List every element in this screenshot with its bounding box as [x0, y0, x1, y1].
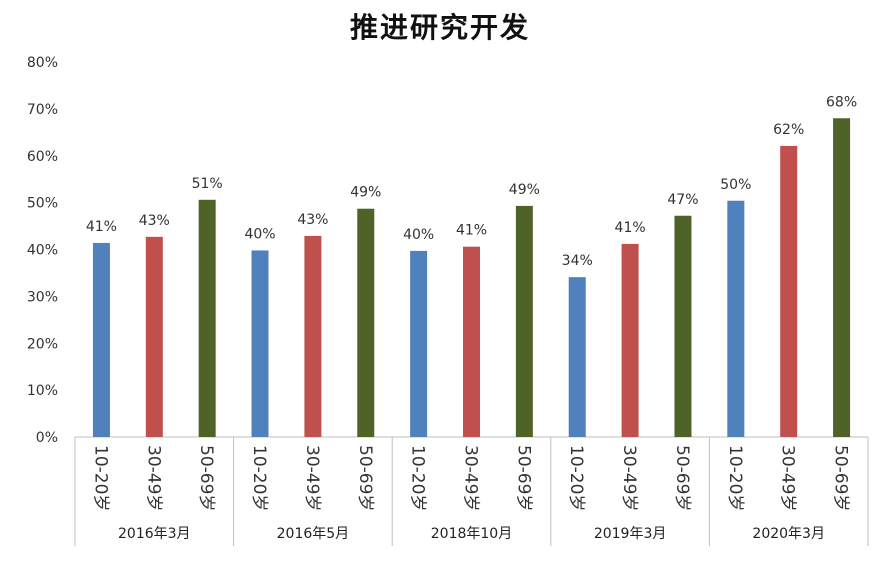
data-label: 34%: [562, 253, 593, 269]
category-label: 30-49岁: [143, 445, 163, 511]
bar: [251, 250, 269, 437]
y-tick-label: 50%: [27, 196, 58, 212]
y-tick-label: 70%: [27, 102, 58, 118]
category-label: 10-20岁: [566, 445, 586, 511]
data-label: 49%: [509, 182, 540, 198]
y-tick-label: 60%: [27, 149, 58, 165]
bar: [621, 243, 639, 437]
group-label: 2016年3月: [118, 526, 191, 542]
category-label: 50-69岁: [196, 445, 216, 511]
bar: [833, 118, 851, 437]
bar: [145, 236, 163, 437]
data-label: 41%: [615, 220, 646, 236]
bar: [727, 200, 745, 437]
data-label: 47%: [667, 192, 698, 208]
bar: [410, 250, 428, 437]
y-tick-label: 20%: [27, 336, 58, 352]
category-label: 10-20岁: [408, 445, 428, 511]
y-tick-label: 10%: [27, 383, 58, 399]
bar: [463, 246, 480, 437]
category-label: 10-20岁: [725, 445, 745, 511]
y-tick-label: 0%: [36, 430, 58, 446]
data-label: 41%: [456, 223, 487, 239]
group-label: 2018年10月: [431, 526, 512, 542]
data-label: 49%: [350, 185, 381, 201]
bar: [198, 199, 216, 437]
data-label: 40%: [403, 227, 434, 243]
bar: [515, 205, 533, 437]
bar: [674, 215, 692, 437]
category-label: 30-49岁: [302, 445, 322, 511]
data-label: 62%: [773, 122, 804, 138]
group-label: 2019年3月: [594, 526, 667, 542]
bar: [780, 145, 798, 437]
data-label: 51%: [192, 176, 223, 192]
category-label: 30-49岁: [778, 445, 798, 511]
bar: [357, 208, 375, 437]
data-label: 40%: [244, 226, 275, 242]
category-label: 50-69岁: [672, 445, 692, 511]
chart-title: 推进研究开发: [349, 11, 530, 44]
category-label: 50-69岁: [513, 445, 533, 511]
category-label: 30-49岁: [461, 445, 481, 511]
category-label: 30-49岁: [619, 445, 639, 511]
bar: [304, 235, 322, 437]
data-label: 43%: [297, 212, 328, 228]
data-label: 41%: [86, 219, 117, 235]
y-tick-label: 40%: [27, 243, 58, 259]
category-label: 50-69岁: [831, 445, 851, 511]
data-label: 43%: [139, 213, 170, 229]
category-label: 10-20岁: [90, 445, 110, 511]
group-label: 2016年5月: [277, 526, 350, 542]
group-label: 2020年3月: [752, 526, 825, 542]
category-label: 50-69岁: [355, 445, 375, 511]
bar: [568, 277, 586, 437]
data-label: 50%: [720, 177, 751, 193]
data-label: 68%: [826, 94, 857, 110]
category-label: 10-20岁: [249, 445, 269, 511]
bar: [92, 242, 110, 437]
y-tick-label: 80%: [27, 55, 58, 71]
y-tick-label: 30%: [27, 289, 58, 305]
